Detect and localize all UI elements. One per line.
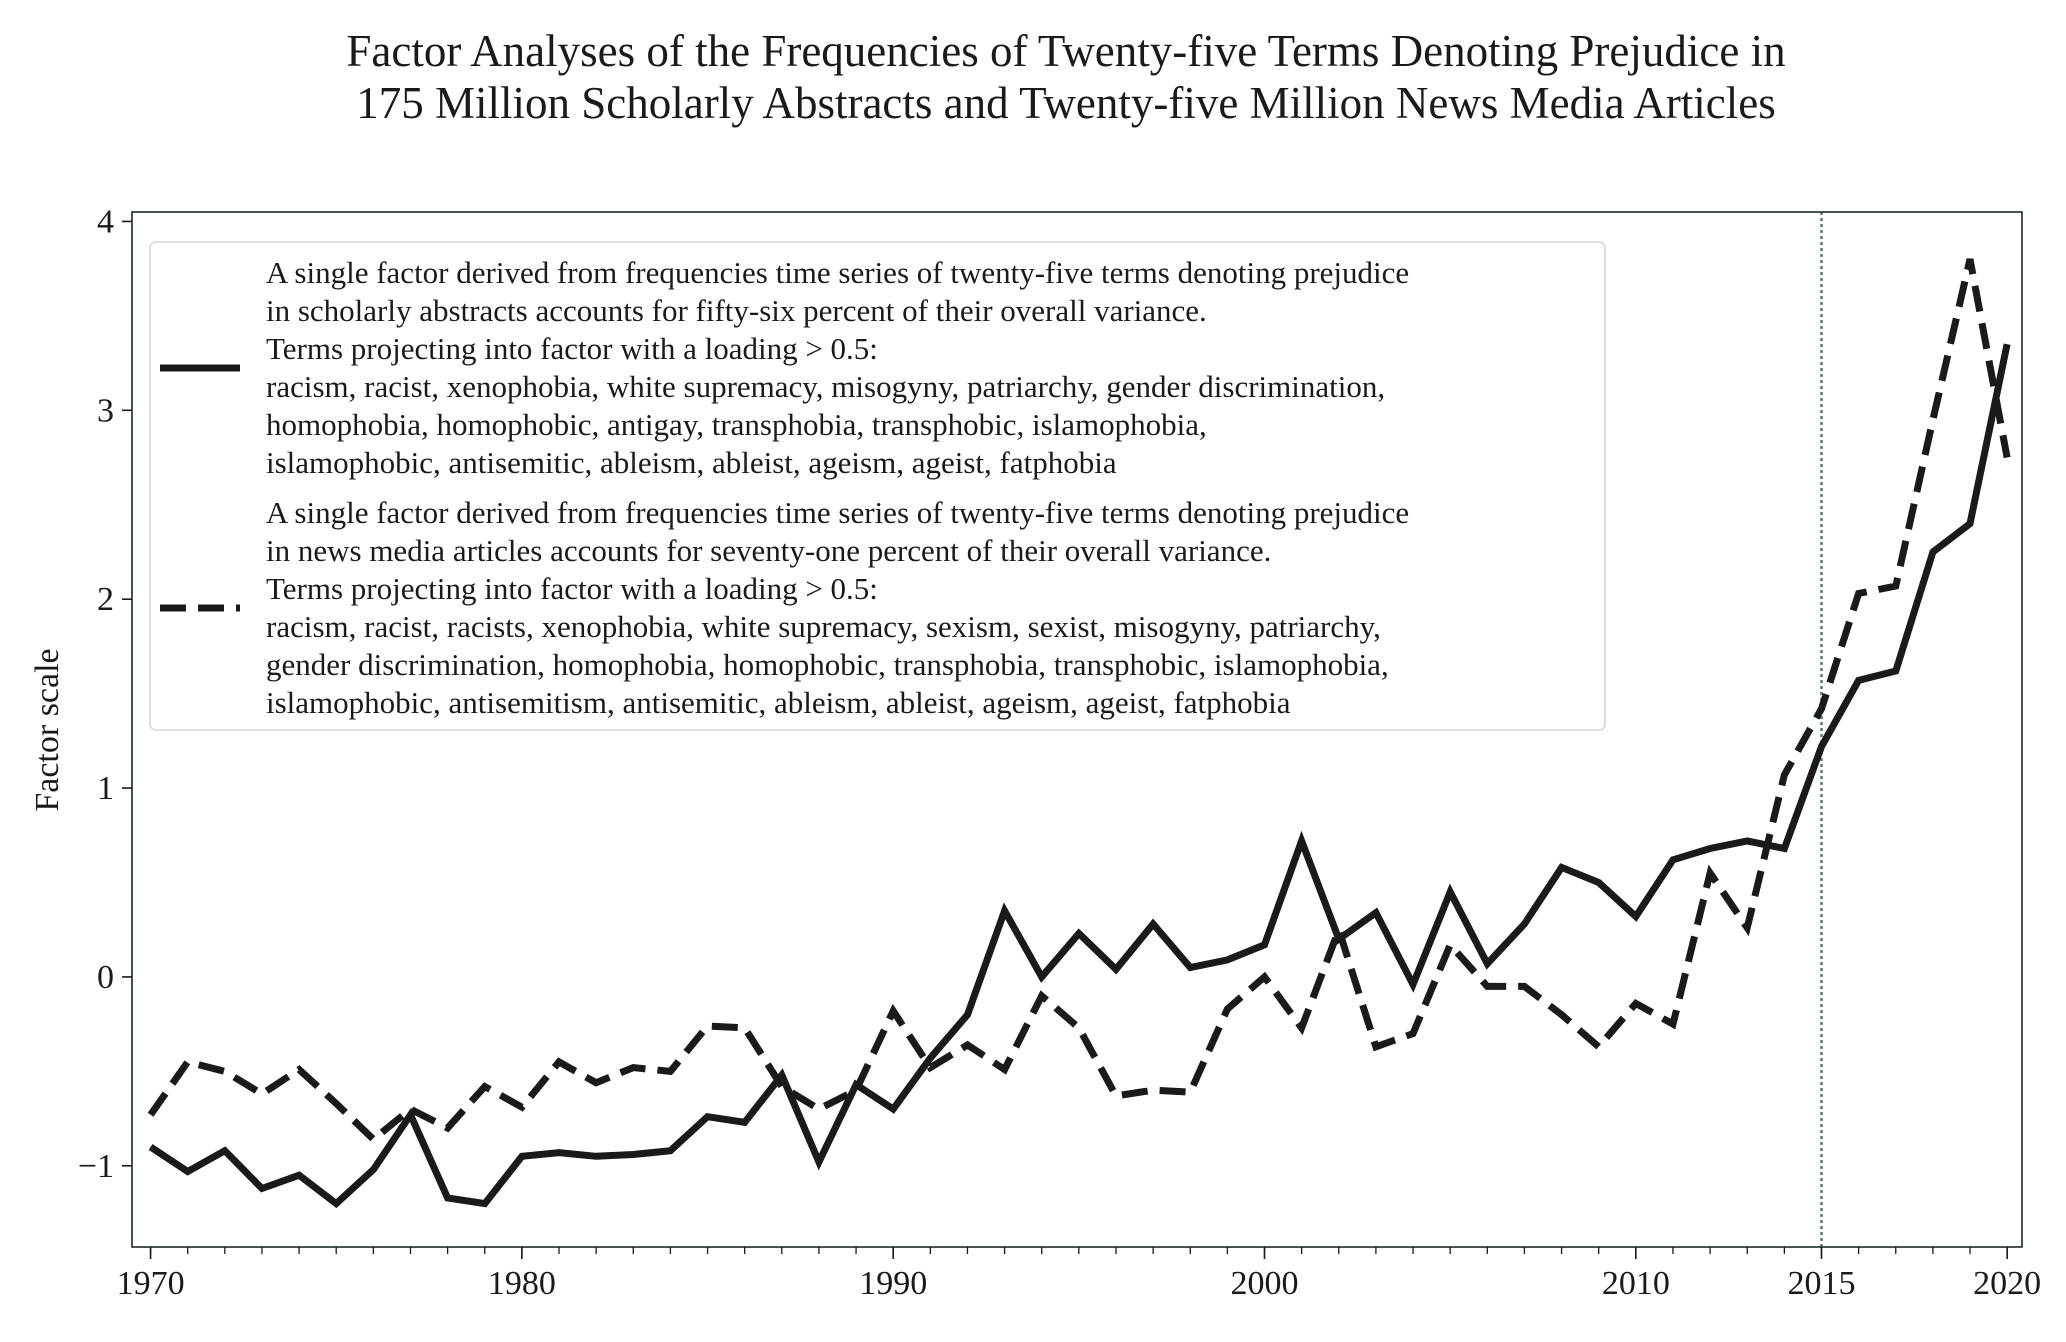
chart-title-line-1: Factor Analyses of the Frequencies of Tw… <box>346 26 1785 76</box>
x-tick-label: 2000 <box>1231 1265 1299 1302</box>
x-tick-label: 1970 <box>117 1265 185 1302</box>
legend-text-line: islamophobic, antisemitic, ableism, able… <box>266 445 1117 480</box>
legend-text-line: in scholarly abstracts accounts for fift… <box>266 293 1207 328</box>
legend-text-line: racism, racist, xenophobia, white suprem… <box>266 369 1385 404</box>
legend-text-line: racism, racist, racists, xenophobia, whi… <box>266 609 1381 644</box>
legend-text-line: A single factor derived from frequencies… <box>266 495 1409 530</box>
legend-text-line: islamophobic, antisemitism, antisemitic,… <box>266 685 1291 720</box>
legend-text-line: Terms projecting into factor with a load… <box>266 331 878 366</box>
legend: A single factor derived from frequencies… <box>150 242 1605 730</box>
legend-text-line: Terms projecting into factor with a load… <box>266 571 878 606</box>
y-tick-label: −1 <box>78 1148 114 1185</box>
x-tick-label: 2020 <box>1973 1265 2041 1302</box>
legend-text-line: A single factor derived from frequencies… <box>266 255 1409 290</box>
legend-text-line: homophobia, homophobic, antigay, transph… <box>266 407 1207 442</box>
x-tick-label: 1990 <box>859 1265 927 1302</box>
chart-title-line-2: 175 Million Scholarly Abstracts and Twen… <box>356 78 1776 128</box>
y-axis-label: Factor scale <box>29 648 66 811</box>
x-tick-label: 2015 <box>1787 1265 1855 1302</box>
y-tick-label: 3 <box>97 392 114 429</box>
y-tick-label: 0 <box>97 959 114 996</box>
y-tick-label: 1 <box>97 770 114 807</box>
x-tick-label: 2010 <box>1602 1265 1670 1302</box>
y-tick-label: 2 <box>97 581 114 618</box>
legend-text-line: in news media articles accounts for seve… <box>266 533 1271 568</box>
legend-text-line: gender discrimination, homophobia, homop… <box>266 647 1389 682</box>
x-tick-label: 1980 <box>488 1265 556 1302</box>
y-tick-label: 4 <box>97 203 114 240</box>
